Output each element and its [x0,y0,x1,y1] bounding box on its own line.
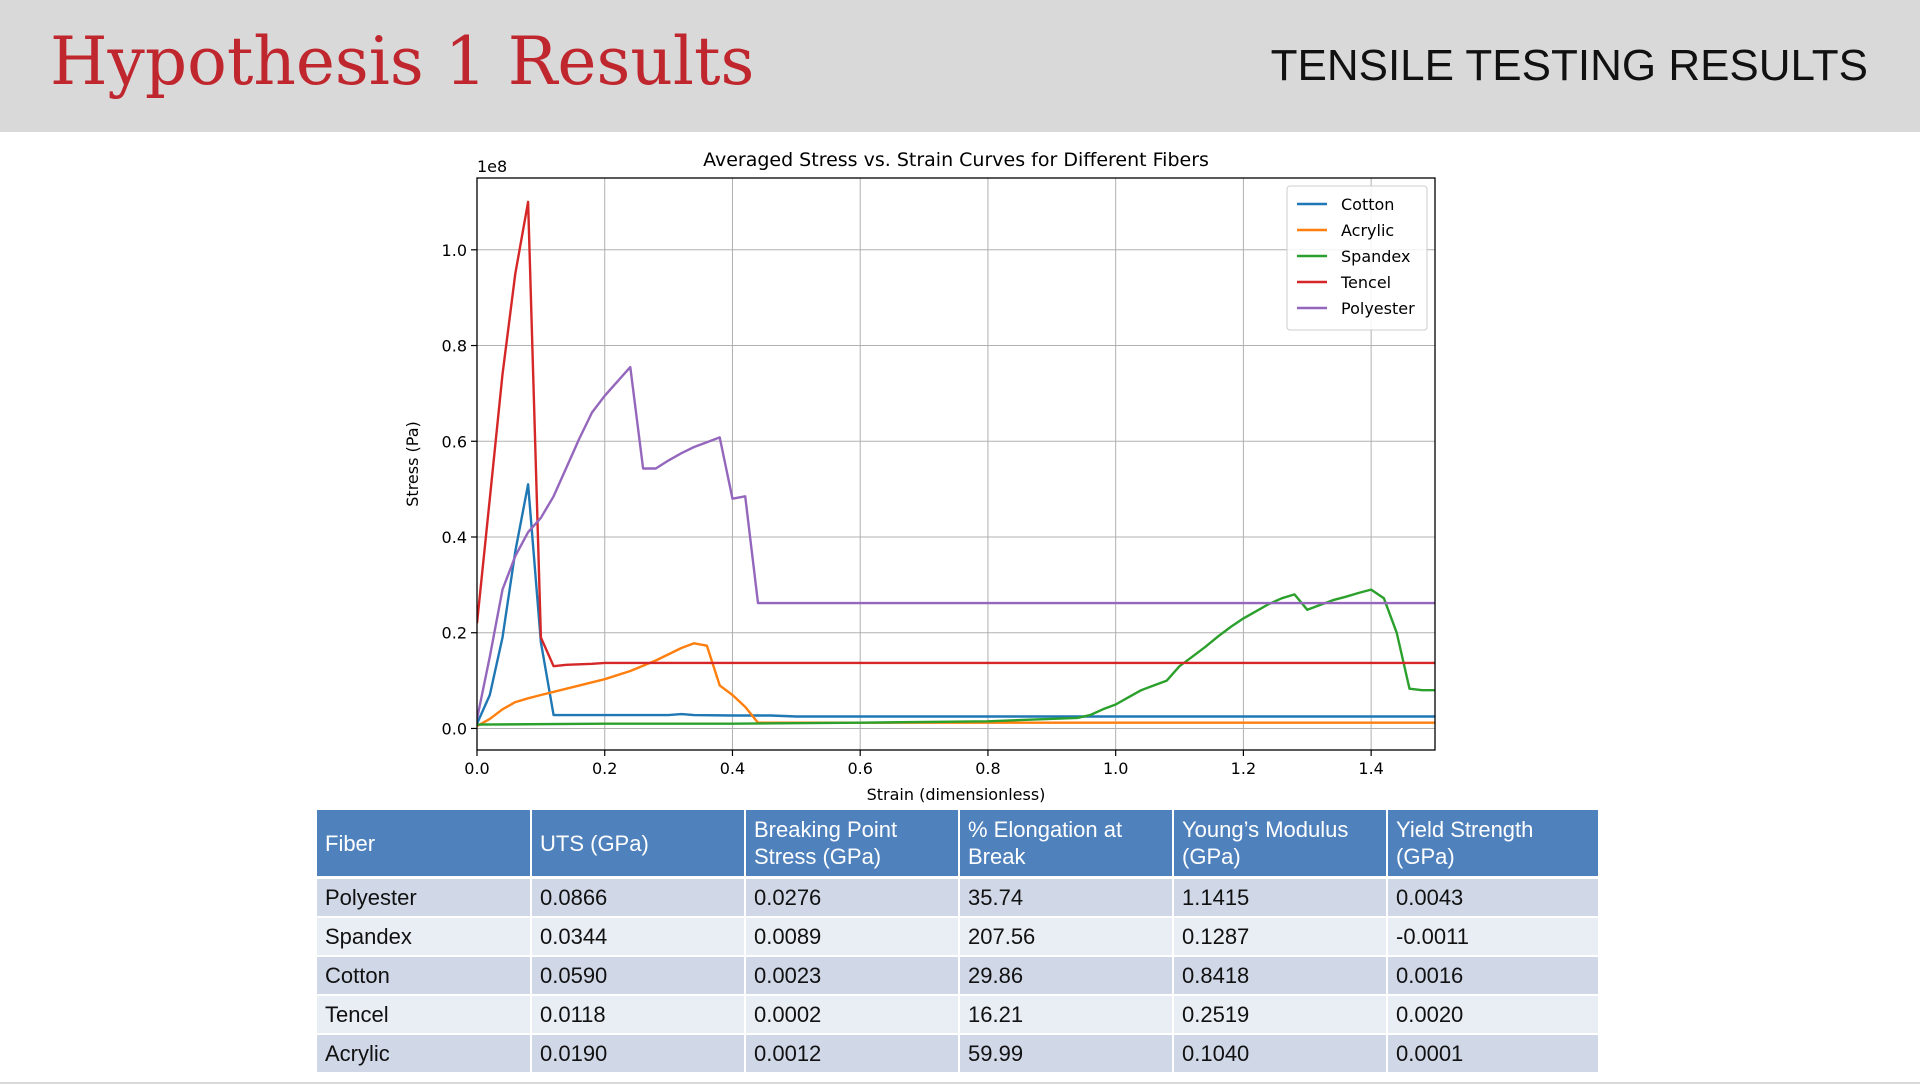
grid-lines [476,178,1435,750]
header-youngs-modulus: Young’s Modulus (GPa) [1173,810,1388,879]
x-tick-label: 1.4 [1358,759,1383,778]
header-fiber: Fiber [317,810,532,879]
x-tick-label: 1.2 [1231,759,1256,778]
table-cell: 0.0023 [745,956,960,996]
header-elongation: % Elongation at Break [959,810,1174,879]
x-tick-label: 1.0 [1103,759,1128,778]
x-tick-label: 0.6 [847,759,872,778]
plot-frame [476,177,1436,751]
series-line-spandex [477,588,1435,726]
table-cell: 0.0276 [745,877,960,918]
table-row: Acrylic 0.0190 0.0012 59.99 0.1040 0.000… [317,1034,1600,1074]
table-cell: 0.1287 [1173,917,1388,957]
table-cell: 0.0590 [531,956,746,996]
stress-strain-chart: 0.0 0.2 0.4 0.6 0.8 1.0 1.2 1.4 0.0 0.2 0.4 0.6 0.8 1… [403,149,1436,804]
x-tick-label: 0.8 [975,759,1000,778]
table-row: Polyester 0.0866 0.0276 35.74 1.1415 0.0… [317,877,1600,918]
x-tick-label: 0.0 [464,759,489,778]
table-cell: Spandex [317,917,532,957]
table-row: Spandex 0.0344 0.0089 207.56 0.1287 -0.0… [317,917,1600,957]
table-cell: Acrylic [317,1034,532,1074]
legend-label: Cotton [1341,195,1394,214]
table-cell: 207.56 [959,917,1174,957]
table-cell: 0.0089 [745,917,960,957]
series-line-tencel [477,200,1435,668]
x-tick-label: 0.4 [720,759,745,778]
series-line-cotton [477,483,1435,725]
legend-box [1286,185,1428,331]
header-yield-strength: Yield Strength (GPa) [1387,810,1600,879]
x-tick-label: 0.2 [592,759,617,778]
results-table: Fiber UTS (GPa) Breaking Point Stress (G… [317,810,1600,1074]
series-lines [477,200,1435,728]
table-header-row: Fiber UTS (GPa) Breaking Point Stress (G… [317,810,1600,879]
table-cell: 0.0344 [531,917,746,957]
series-line-polyester [477,365,1435,720]
table-cell: 0.0020 [1387,995,1600,1035]
chart-title: Averaged Stress vs. Strain Curves for Di… [703,149,1209,171]
bottom-divider [0,1082,1920,1084]
y-tick-label: 1.0 [442,241,467,260]
table-cell: Polyester [317,877,532,918]
y-tick-label: 0.2 [442,624,467,643]
legend-label: Tencel [1340,273,1391,292]
header-breaking-stress: Breaking Point Stress (GPa) [745,810,960,879]
axis-ticks: 0.0 0.2 0.4 0.6 0.8 1.0 1.2 1.4 0.0 0.2 0.4 0.6 0.8 1… [442,241,1384,778]
table-cell: 0.0190 [531,1034,746,1074]
table-cell: Tencel [317,995,532,1035]
table-cell: 0.0012 [745,1034,960,1074]
y-tick-label: 0.4 [442,528,467,547]
slide-title: Hypothesis 1 Results [50,23,755,100]
table-cell: 1.1415 [1173,877,1388,918]
y-tick-label: 0.6 [442,432,467,451]
header-uts: UTS (GPa) [531,810,746,879]
slide-header: Hypothesis 1 Results TENSILE TESTING RES… [0,0,1920,132]
table-cell: 29.86 [959,956,1174,996]
legend-label: Acrylic [1341,221,1394,240]
table-cell: 35.74 [959,877,1174,918]
table-cell: -0.0011 [1387,917,1600,957]
table-cell: 0.1040 [1173,1034,1388,1074]
table-cell: 0.0001 [1387,1034,1600,1074]
legend-label: Spandex [1341,247,1410,266]
table-cell: 59.99 [959,1034,1174,1074]
table-cell: 0.0118 [531,995,746,1035]
table-row: Cotton 0.0590 0.0023 29.86 0.8418 0.0016 [317,956,1600,996]
table-cell: 0.0043 [1387,877,1600,918]
slide-subtitle: TENSILE TESTING RESULTS [1270,41,1868,90]
y-axis-label: Stress (Pa) [403,421,422,506]
legend-label: Polyester [1341,299,1415,318]
table-cell: 0.2519 [1173,995,1388,1035]
y-offset-label: 1e8 [477,157,507,176]
table-cell: 0.0866 [531,877,746,918]
table-cell: 0.0002 [745,995,960,1035]
table-cell: 16.21 [959,995,1174,1035]
y-tick-label: 0.8 [442,337,467,356]
y-tick-label: 0.0 [442,719,467,738]
x-axis-label: Strain (dimensionless) [867,785,1046,804]
table-cell: Cotton [317,956,532,996]
table-cell: 0.0016 [1387,956,1600,996]
series-line-acrylic [477,642,1435,728]
table-row: Tencel 0.0118 0.0002 16.21 0.2519 0.0020 [317,995,1600,1035]
table-cell: 0.8418 [1173,956,1388,996]
chart-legend: Cotton Acrylic Spandex Tencel Polyester [1286,185,1428,331]
